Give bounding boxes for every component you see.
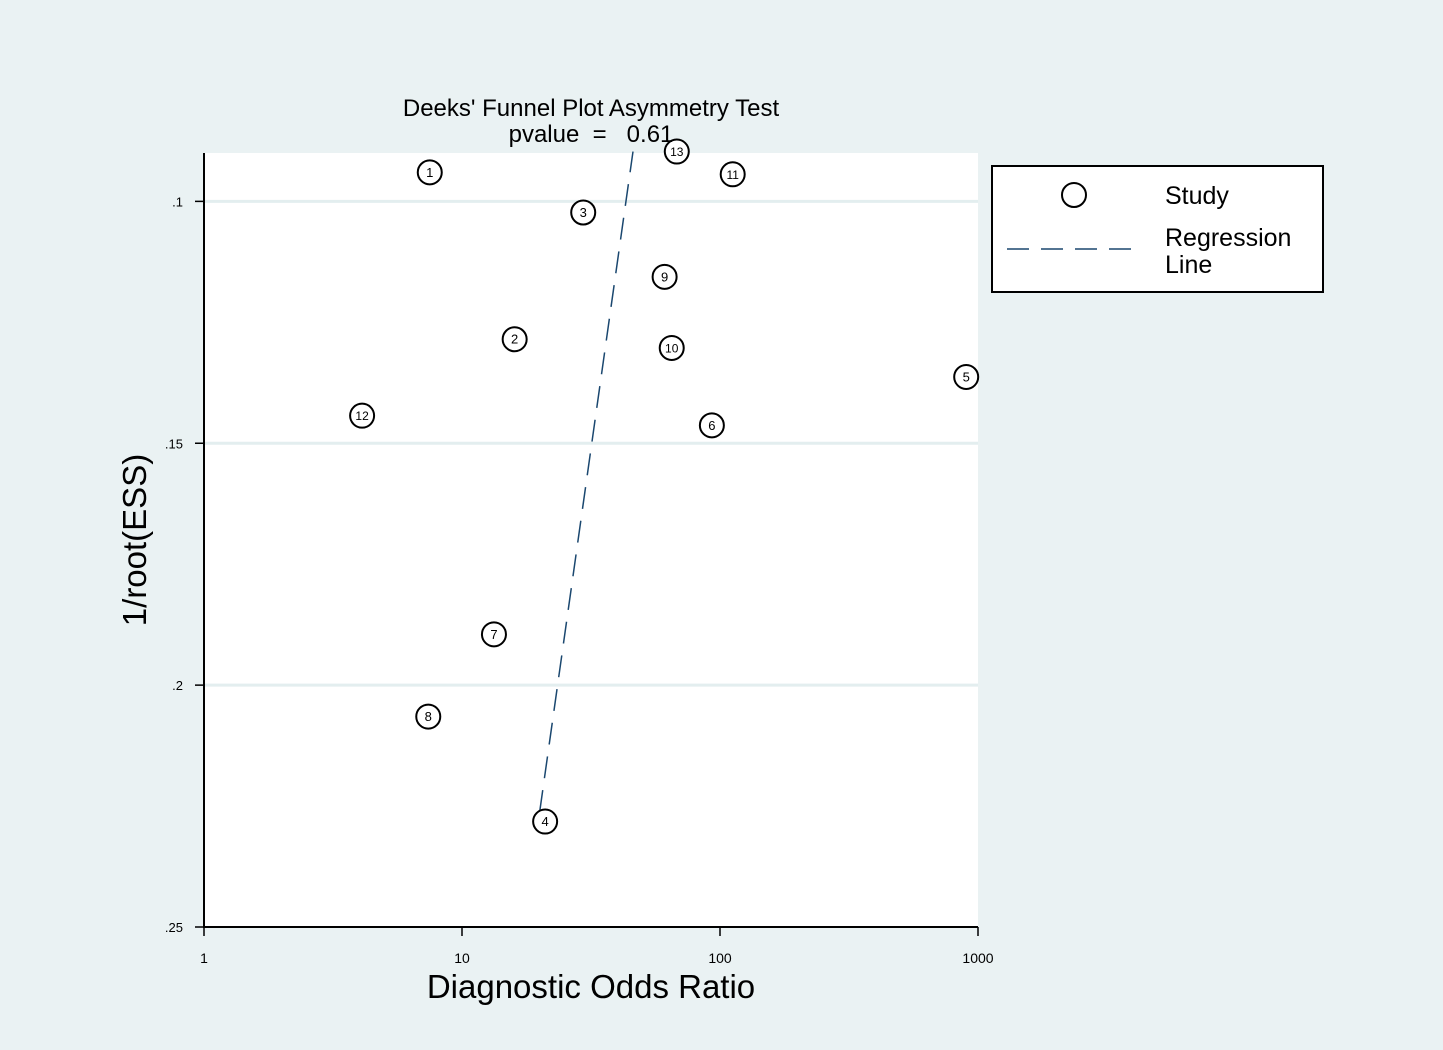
study-marker-2 bbox=[501, 326, 528, 353]
x-tick-label-2: 100 bbox=[708, 950, 732, 966]
study-point-3: 3 bbox=[570, 199, 597, 226]
study-point-2: 2 bbox=[501, 326, 528, 353]
study-marker-10 bbox=[658, 334, 685, 361]
study-label-5: 5 bbox=[963, 369, 970, 384]
study-marker-11 bbox=[719, 161, 746, 188]
axes: .1 .15 .2 .25 1 10 100 1000 bbox=[165, 153, 994, 966]
study-point-7: 7 bbox=[480, 621, 507, 648]
study-point-5: 5 bbox=[953, 363, 980, 390]
y-tick-label-0: .1 bbox=[172, 194, 183, 209]
study-label-1: 1 bbox=[426, 165, 433, 180]
y-tick-label-2: .2 bbox=[172, 678, 183, 693]
legend: Study Regression Line bbox=[991, 165, 1324, 293]
x-tick-label-0: 1 bbox=[200, 950, 208, 966]
y-axis-label: 1/root(ESS) bbox=[116, 454, 153, 626]
study-point-11: 11 bbox=[719, 161, 746, 188]
study-label-2: 2 bbox=[511, 332, 518, 347]
study-point-10: 10 bbox=[658, 334, 685, 361]
study-marker-9 bbox=[651, 263, 678, 290]
study-point-4: 4 bbox=[532, 808, 559, 835]
x-tick-label-3: 1000 bbox=[962, 950, 993, 966]
regression-line bbox=[538, 151, 634, 812]
x-tick-label-1: 10 bbox=[454, 950, 470, 966]
study-marker-12 bbox=[349, 402, 376, 429]
study-marker-3 bbox=[570, 199, 597, 226]
study-marker-5 bbox=[953, 363, 980, 390]
study-marker-7 bbox=[480, 621, 507, 648]
study-marker-4 bbox=[532, 808, 559, 835]
legend-study-marker bbox=[1061, 182, 1087, 208]
study-marker-13 bbox=[663, 138, 690, 165]
study-label-11: 11 bbox=[726, 168, 739, 182]
y-tick-label-3: .25 bbox=[165, 920, 183, 935]
study-point-9: 9 bbox=[651, 263, 678, 290]
chart-title: Deeks' Funnel Plot Asymmetry Test bbox=[403, 95, 780, 122]
study-point-6: 6 bbox=[698, 412, 725, 439]
study-label-10: 10 bbox=[665, 341, 679, 355]
study-label-3: 3 bbox=[580, 205, 587, 220]
study-point-12: 12 bbox=[349, 402, 376, 429]
study-label-13: 13 bbox=[670, 145, 684, 159]
study-label-7: 7 bbox=[490, 627, 497, 642]
legend-regression-label-line2: Line bbox=[1165, 251, 1212, 279]
study-label-12: 12 bbox=[355, 409, 369, 423]
study-label-9: 9 bbox=[661, 269, 668, 284]
study-label-8: 8 bbox=[425, 709, 432, 724]
legend-study-label: Study bbox=[1165, 182, 1229, 210]
study-point-8: 8 bbox=[415, 703, 442, 730]
regression-line-group bbox=[538, 151, 634, 812]
plot-area bbox=[204, 153, 978, 927]
x-axis-label: Diagnostic Odds Ratio bbox=[427, 968, 755, 1005]
study-label-4: 4 bbox=[542, 814, 549, 829]
gridlines bbox=[204, 199, 978, 687]
legend-box bbox=[991, 165, 1324, 293]
study-point-1: 1 bbox=[416, 159, 443, 186]
study-marker-8 bbox=[415, 703, 442, 730]
study-point-13: 13 bbox=[663, 138, 690, 165]
y-tick-label-1: .15 bbox=[165, 436, 183, 451]
study-marker-1 bbox=[416, 159, 443, 186]
chart-subtitle: pvalue = 0.61 bbox=[509, 121, 674, 148]
legend-regression-label-line1: Regression bbox=[1165, 224, 1291, 252]
study-label-6: 6 bbox=[708, 418, 715, 433]
study-marker-6 bbox=[698, 412, 725, 439]
